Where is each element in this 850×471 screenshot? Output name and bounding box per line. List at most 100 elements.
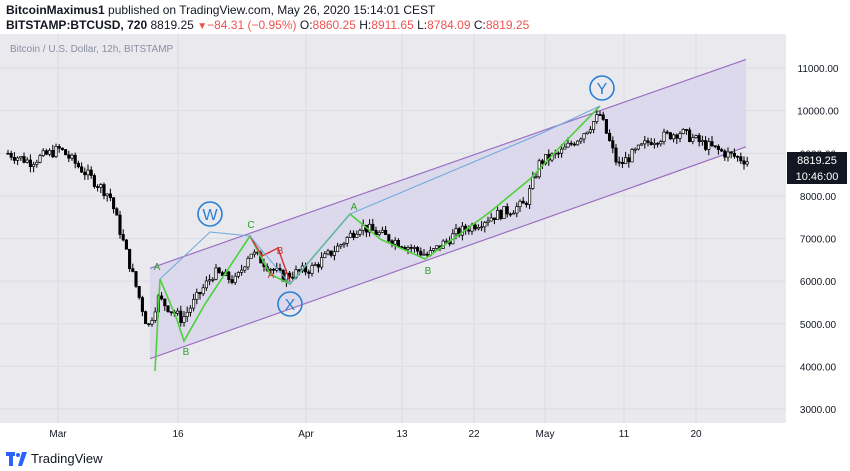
candle-body xyxy=(659,141,663,145)
candle-body xyxy=(608,132,612,141)
candle-body xyxy=(25,159,29,163)
open-value: 8860.25 xyxy=(312,18,356,32)
price-scale[interactable] xyxy=(786,34,850,423)
candle-body xyxy=(508,213,512,216)
candle-body xyxy=(140,297,144,312)
candle-body xyxy=(320,257,324,268)
x-tick-label: Apr xyxy=(298,429,314,440)
candle-body xyxy=(483,222,487,228)
price-change: −84.31 (−0.95%) xyxy=(207,18,297,32)
y-tick-label: 10000.00 xyxy=(797,107,839,118)
channel-lower-line[interactable] xyxy=(149,146,747,360)
candle-body xyxy=(137,286,141,298)
candle-body xyxy=(675,134,679,139)
candle-body xyxy=(204,280,208,289)
candle-body xyxy=(124,239,128,250)
candle-body xyxy=(582,133,586,140)
candle-body xyxy=(649,142,653,145)
low-label: L: xyxy=(417,18,428,32)
candle-body xyxy=(208,279,212,282)
candle-body xyxy=(480,226,484,229)
candle-body xyxy=(745,161,749,165)
candle-body xyxy=(556,152,560,155)
candle-body xyxy=(121,234,125,241)
candle-body xyxy=(336,245,340,253)
low-value: 8784.09 xyxy=(427,18,471,32)
x-tick-label: 22 xyxy=(468,429,480,440)
close-label: C: xyxy=(473,18,486,32)
price-tags: 8819.25 10:46:00 xyxy=(787,152,847,184)
footer: TradingView xyxy=(0,448,850,471)
candle-body xyxy=(486,220,490,223)
author-name[interactable]: BitcoinMaximus1 xyxy=(6,3,105,17)
high-value: 8911.65 xyxy=(371,18,414,32)
candle-body xyxy=(358,229,362,235)
candle-body xyxy=(422,253,426,256)
candle-body xyxy=(630,149,634,163)
candle-body xyxy=(620,161,624,165)
candle-body xyxy=(323,253,327,259)
candle-body xyxy=(521,200,525,204)
candle-body xyxy=(89,169,93,176)
y-tick-label: 11000.00 xyxy=(798,64,839,75)
candle-body xyxy=(371,223,375,231)
tradingview-logo-icon[interactable] xyxy=(6,452,28,466)
wave-blue-path xyxy=(159,105,601,285)
candle-body xyxy=(12,156,16,161)
x-axis: Mar 16 Apr 13 22 May 11 20 xyxy=(49,429,702,440)
symbol-label: BITSTAMP:BTCUSD, 720 xyxy=(6,18,148,32)
price-chart[interactable]: Bitcoin / U.S. Dollar, 12h, BITSTAMP W X Y… xyxy=(0,34,850,448)
candle-body xyxy=(144,311,148,325)
candle-body xyxy=(249,253,253,259)
wave-sublabel: B xyxy=(277,246,284,257)
y-tick-label: 5000.00 xyxy=(800,320,837,331)
y-tick-label: 4000.00 xyxy=(800,362,837,373)
candle-body xyxy=(505,206,509,215)
candle-body xyxy=(268,268,272,271)
candle-body xyxy=(179,310,183,323)
candle-body xyxy=(662,131,666,142)
wave-circle xyxy=(589,75,615,101)
candle-body xyxy=(233,275,237,283)
channel-fill xyxy=(150,59,746,359)
candle-body xyxy=(278,268,282,271)
candle-body xyxy=(604,119,608,134)
countdown-tag-label: 10:46:00 xyxy=(796,171,839,183)
open-label: O: xyxy=(299,18,313,32)
candle-body xyxy=(214,267,218,280)
candle-body xyxy=(652,142,656,145)
candle-body xyxy=(704,140,708,150)
candle-body xyxy=(380,229,384,233)
candle-body xyxy=(96,186,100,188)
candle-body xyxy=(76,162,80,168)
ohlc-line: BITSTAMP:BTCUSD, 720 8819.25 ▼−84.31 (−0… xyxy=(6,18,529,32)
candle-body xyxy=(636,144,640,150)
candle-body xyxy=(643,140,647,145)
candle-body xyxy=(310,265,314,274)
candle-body xyxy=(736,155,740,158)
candle-body xyxy=(118,214,122,235)
candle-body xyxy=(92,175,96,187)
candle-body xyxy=(694,135,698,138)
candle-body xyxy=(86,169,90,176)
channel-upper-line[interactable] xyxy=(149,58,747,269)
wave-label-x: X xyxy=(285,297,296,314)
wave-circle xyxy=(197,201,223,227)
candle-body xyxy=(700,140,704,142)
candle-body xyxy=(182,316,186,323)
candle-body xyxy=(697,135,701,142)
time-scale[interactable] xyxy=(0,423,850,448)
candle-body xyxy=(342,242,346,246)
candle-body xyxy=(9,153,13,158)
candle-body xyxy=(246,257,250,268)
candles xyxy=(6,108,749,327)
candle-body xyxy=(166,305,170,313)
candle-body xyxy=(48,150,52,155)
wave-sublabel: A xyxy=(351,202,358,213)
candle-body xyxy=(512,212,516,215)
tradingview-brand[interactable]: TradingView xyxy=(31,451,103,466)
candle-body xyxy=(688,129,692,142)
candle-body xyxy=(640,143,644,146)
candle-body xyxy=(198,292,202,295)
candle-body xyxy=(272,268,276,271)
